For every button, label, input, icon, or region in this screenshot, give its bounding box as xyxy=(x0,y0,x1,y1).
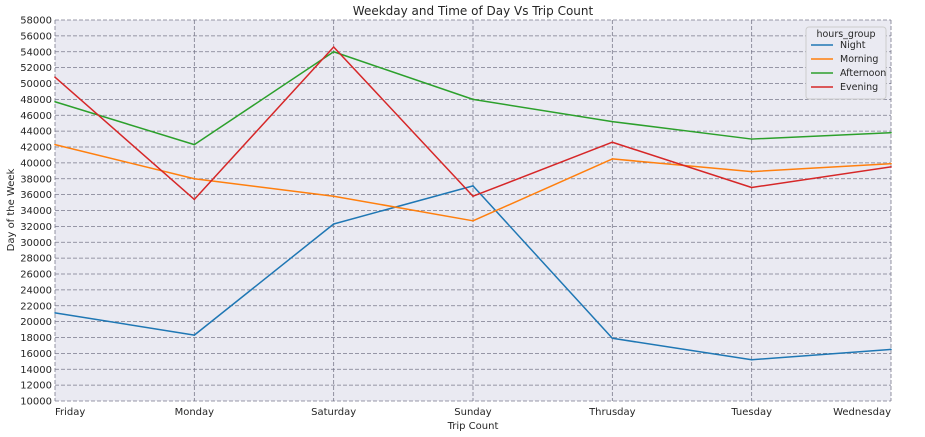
data-point-night xyxy=(611,337,614,340)
y-tick-label: 40000 xyxy=(20,158,52,169)
y-tick-label: 42000 xyxy=(20,143,52,154)
y-tick-label: 46000 xyxy=(20,111,52,122)
data-point-afternoon xyxy=(890,131,892,134)
x-tick-label: Tuesday xyxy=(730,407,772,418)
y-tick-label: 36000 xyxy=(20,190,52,201)
data-point-morning xyxy=(750,170,753,173)
y-tick-label: 24000 xyxy=(20,285,52,296)
y-tick-label: 22000 xyxy=(20,301,52,312)
data-point-evening xyxy=(472,195,474,198)
data-point-afternoon xyxy=(750,138,753,140)
y-tick-label: 10000 xyxy=(20,397,52,408)
x-axis-label: Trip Count xyxy=(447,421,499,432)
y-tick-label: 32000 xyxy=(20,222,52,233)
chart-title: Weekday and Time of Day Vs Trip Count xyxy=(353,4,594,18)
legend-entry-label: Morning xyxy=(840,54,878,65)
y-tick-label: 56000 xyxy=(20,31,52,42)
legend-entry-label: Evening xyxy=(840,82,878,93)
data-point-night xyxy=(472,185,474,187)
data-point-afternoon xyxy=(611,120,614,123)
data-point-evening xyxy=(890,166,892,168)
data-point-night xyxy=(332,223,335,225)
y-tick-label: 52000 xyxy=(20,63,52,74)
y-tick-label: 34000 xyxy=(20,206,52,217)
data-point-afternoon xyxy=(332,50,335,53)
x-tick-label: Sunday xyxy=(454,407,491,418)
y-tick-labels: 10000 12000 14000 16000 18000 20000 22000 24000… xyxy=(20,16,52,408)
y-tick-label: 18000 xyxy=(20,333,52,344)
data-point-evening xyxy=(54,76,56,78)
y-tick-label: 16000 xyxy=(20,349,52,360)
data-point-night xyxy=(890,348,892,351)
y-tick-label: 58000 xyxy=(20,16,52,27)
legend-entry-label: Night xyxy=(840,40,866,51)
series-lines xyxy=(54,46,892,361)
legend-entry-label: Afternoon xyxy=(840,68,886,79)
x-tick-label: Wednesday xyxy=(833,407,891,418)
data-point-evening xyxy=(611,141,614,144)
data-point-morning xyxy=(54,143,56,146)
y-axis-label: Day of the Week xyxy=(6,168,17,251)
data-point-morning xyxy=(890,162,892,165)
data-point-night xyxy=(750,358,753,361)
data-point-morning xyxy=(193,177,196,180)
x-tick-label: Friday xyxy=(55,407,85,418)
x-tick-label: Saturday xyxy=(311,407,356,418)
data-point-night xyxy=(193,334,196,336)
legend-items: Night Morning Afternoon Evening xyxy=(811,40,886,93)
y-tick-label: 44000 xyxy=(20,127,52,138)
x-tick-label: Monday xyxy=(175,407,215,418)
data-point-afternoon xyxy=(54,100,56,103)
data-point-evening xyxy=(750,186,753,189)
y-tick-label: 28000 xyxy=(20,254,52,265)
data-point-evening xyxy=(332,46,335,48)
data-point-morning xyxy=(472,220,474,222)
y-tick-label: 26000 xyxy=(20,270,52,281)
x-tick-labels: Friday Monday Saturday Sunday Thrusday Tuesda… xyxy=(55,407,891,418)
y-tick-label: 38000 xyxy=(20,174,52,185)
legend-title: hours_group xyxy=(816,29,875,40)
data-point-morning xyxy=(611,158,614,160)
data-point-afternoon xyxy=(472,98,474,101)
data-point-night xyxy=(54,312,56,314)
legend: hours_group Night Morning Afternoon Evening xyxy=(805,26,887,100)
y-tick-label: 14000 xyxy=(20,365,52,376)
y-tick-label: 30000 xyxy=(20,238,52,249)
data-point-evening xyxy=(193,198,196,201)
y-tick-label: 12000 xyxy=(20,381,52,392)
y-tick-label: 50000 xyxy=(20,79,52,90)
y-tick-label: 20000 xyxy=(20,317,52,328)
x-tick-label: Thrusday xyxy=(588,407,636,418)
y-tick-label: 54000 xyxy=(20,47,52,58)
data-point-afternoon xyxy=(193,143,196,146)
y-tick-label: 48000 xyxy=(20,95,52,106)
data-point-morning xyxy=(332,195,335,198)
